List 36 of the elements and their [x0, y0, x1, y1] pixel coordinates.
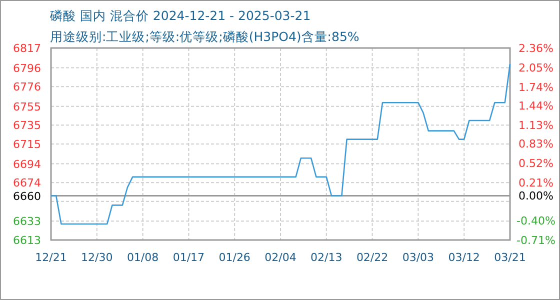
y2-tick-label: 0.21%: [518, 176, 554, 190]
y-tick-label: 6694: [13, 158, 41, 171]
y-tick-label: 6715: [13, 138, 41, 151]
x-tick-label: 03/12: [448, 251, 480, 264]
y-tick-label: 6817: [13, 42, 41, 55]
x-tick-label: 01/26: [218, 251, 250, 264]
y2-tick-label: 2.36%: [518, 42, 554, 55]
x-tick-label: 12/30: [81, 251, 113, 264]
y-tick-label: 6633: [13, 215, 41, 228]
y-tick-label: 6776: [13, 80, 41, 94]
y2-tick-label: 2.05%: [518, 61, 554, 74]
x-tick-label: 02/13: [310, 251, 342, 264]
y2-tick-label: -0.40%: [516, 214, 556, 228]
y-tick-label: 6796: [13, 62, 41, 75]
x-tick-label: 01/08: [126, 251, 159, 264]
y2-tick-label: 0.52%: [518, 157, 554, 170]
x-tick-label: 03/21: [494, 251, 526, 264]
y-tick-label: 6674: [13, 176, 41, 190]
y-tick-label: 6735: [13, 119, 41, 132]
y2-tick-label: 0.83%: [518, 138, 554, 151]
y2-tick-label: 0.00%: [518, 190, 554, 203]
x-tick-label: 03/03: [402, 251, 434, 264]
x-tick-label: 02/22: [356, 251, 388, 264]
line-series: [50, 63, 511, 225]
chart-title: 磷酸 国内 混合价 2024-12-21 - 2025-03-21: [49, 8, 311, 23]
y-tick-label: 6660: [13, 190, 41, 203]
y2-tick-label: 1.74%: [518, 80, 554, 94]
y-tick-label: 6613: [13, 234, 41, 247]
y2-tick-label: 1.13%: [518, 118, 554, 132]
chart-subtitle: 用途级别:工业级;等级:优等级;磷酸(H3PO4)含量:85%: [50, 29, 360, 44]
y2-tick-label: -0.71%: [516, 234, 556, 247]
x-tick-label: 01/17: [172, 251, 205, 264]
x-tick-label: 12/21: [35, 251, 67, 264]
y2-tick-label: 1.44%: [518, 100, 554, 113]
x-tick-label: 02/04: [264, 251, 296, 264]
y-tick-label: 6755: [13, 100, 41, 114]
